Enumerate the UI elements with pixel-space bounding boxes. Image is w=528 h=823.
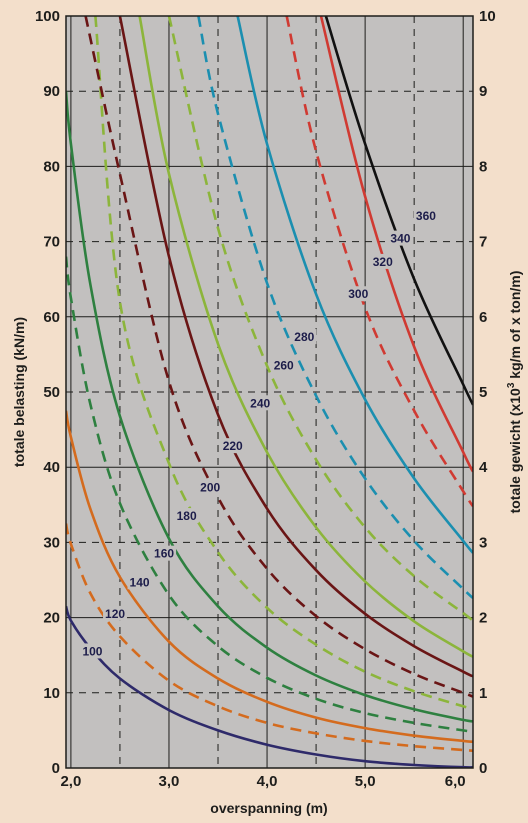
plot-area [66, 16, 473, 768]
curve-label-220: 220 [220, 438, 245, 454]
y2-tick-label: 9 [479, 83, 487, 100]
curve-label-text: 360 [416, 209, 436, 223]
y-tick-label: 10 [43, 685, 60, 702]
series-line-top [324, 16, 473, 406]
x-tick-label: 5,0 [355, 773, 376, 790]
y2-tick-label: 7 [479, 234, 487, 251]
x-tick-label: 6,0 [445, 773, 466, 790]
curve-label-text: 300 [348, 287, 368, 301]
curve-label-text: 280 [294, 330, 314, 344]
x-tick-labels: 2,0 3,0 4,0 5,0 6,0 [60, 773, 465, 790]
curve-label-320: 320 [370, 253, 395, 269]
curve-label-bg [248, 395, 273, 411]
curve-label-bg [174, 508, 199, 524]
curve-label-bg [271, 357, 296, 373]
curve-label-text: 200 [200, 481, 220, 495]
curve-label-180: 180 [174, 508, 199, 524]
curve-label-340: 340 [388, 230, 413, 246]
series-line-320 [236, 16, 473, 554]
y-tick-label: 30 [43, 534, 60, 551]
x-tick-label: 2,0 [60, 773, 81, 790]
curve-label-140: 140 [127, 574, 152, 590]
series-line-360 [319, 16, 473, 473]
curve-label-100: 100 [80, 643, 105, 659]
y2-tick-label: 3 [479, 534, 487, 551]
x-tick-label: 3,0 [159, 773, 180, 790]
y-tick-labels: 0 10 20 30 40 50 60 70 80 90 100 [35, 8, 60, 777]
curve-label-bg [220, 438, 245, 454]
curve-label-360: 360 [413, 208, 438, 224]
curve-label-text: 100 [82, 644, 102, 658]
curve-label-bg [152, 545, 177, 561]
curve-label-text: 320 [373, 255, 393, 269]
y-tick-label: 100 [35, 8, 60, 25]
y2-tick-label: 8 [479, 158, 487, 175]
curve-label-280: 280 [292, 329, 317, 345]
y2-axis-title-sup: 3 [506, 382, 517, 388]
y-tick-label: 20 [43, 610, 60, 627]
curve-label-bg [292, 329, 317, 345]
y-tick-label: 70 [43, 234, 60, 251]
y-tick-label: 80 [43, 158, 60, 175]
y-axis-title: totale belasting (kN/m) [11, 317, 27, 467]
y-tick-label: 0 [52, 760, 60, 777]
curve-label-bg [370, 253, 395, 269]
series-line-160 [66, 256, 473, 734]
y2-tick-label: 2 [479, 610, 487, 627]
y2-axis-title: totale gewicht (x103 kg/m of x ton/m) [506, 271, 523, 514]
series-line-260 [138, 16, 473, 658]
series-line-220 [84, 16, 473, 698]
curve-label-260: 260 [271, 357, 296, 373]
series-line-120 [66, 523, 473, 752]
curve-label-300: 300 [346, 286, 371, 302]
curve-label-text: 220 [223, 439, 243, 453]
series-line-340 [285, 16, 473, 508]
curve-label-text: 260 [274, 359, 294, 373]
curve-label-240: 240 [248, 395, 273, 411]
y2-tick-label: 0 [479, 760, 487, 777]
curve-label-bg [127, 574, 152, 590]
curve-label-bg [413, 208, 438, 224]
series-line-140 [66, 410, 473, 743]
y2-tick-label: 6 [479, 309, 487, 326]
curves [66, 16, 473, 768]
y-tick-label: 40 [43, 459, 60, 476]
curve-label-bg [80, 643, 105, 659]
curve-label-bg [388, 230, 413, 246]
y2-tick-label: 10 [479, 8, 496, 25]
curve-label-160: 160 [152, 545, 177, 561]
curve-label-bg [103, 605, 128, 621]
series-line-180 [66, 91, 473, 723]
y-tick-label: 90 [43, 83, 60, 100]
series-line-300 [197, 16, 473, 599]
y2-tick-label: 4 [479, 459, 488, 476]
plot-frame [65, 15, 474, 769]
x-tick-label: 4,0 [257, 773, 278, 790]
curve-label-120: 120 [103, 605, 128, 621]
curve-label-text: 140 [130, 575, 150, 589]
curve-label-bg [346, 286, 371, 302]
y2-axis-title-main: totale gewicht (x10 [507, 388, 523, 513]
y-tick-label: 50 [43, 384, 60, 401]
y2-tick-label: 1 [479, 685, 487, 702]
series-line-240 [118, 16, 473, 678]
curve-label-text: 240 [250, 396, 270, 410]
curve-label-bg [198, 479, 223, 495]
curve-label-text: 340 [390, 232, 410, 246]
y2-tick-labels: 0 1 2 3 4 5 6 7 8 9 10 [479, 8, 496, 777]
curve-label-200: 200 [198, 479, 223, 495]
curve-label-text: 180 [177, 509, 197, 523]
curve-label-text: 160 [154, 547, 174, 561]
x-axis-title: overspanning (m) [210, 800, 327, 816]
curve-label-text: 120 [105, 607, 125, 621]
series-line-280 [167, 16, 473, 622]
y2-tick-label: 5 [479, 384, 487, 401]
y2-axis-title-tail: kg/m of x ton/m) [507, 271, 523, 383]
y-tick-label: 60 [43, 309, 60, 326]
